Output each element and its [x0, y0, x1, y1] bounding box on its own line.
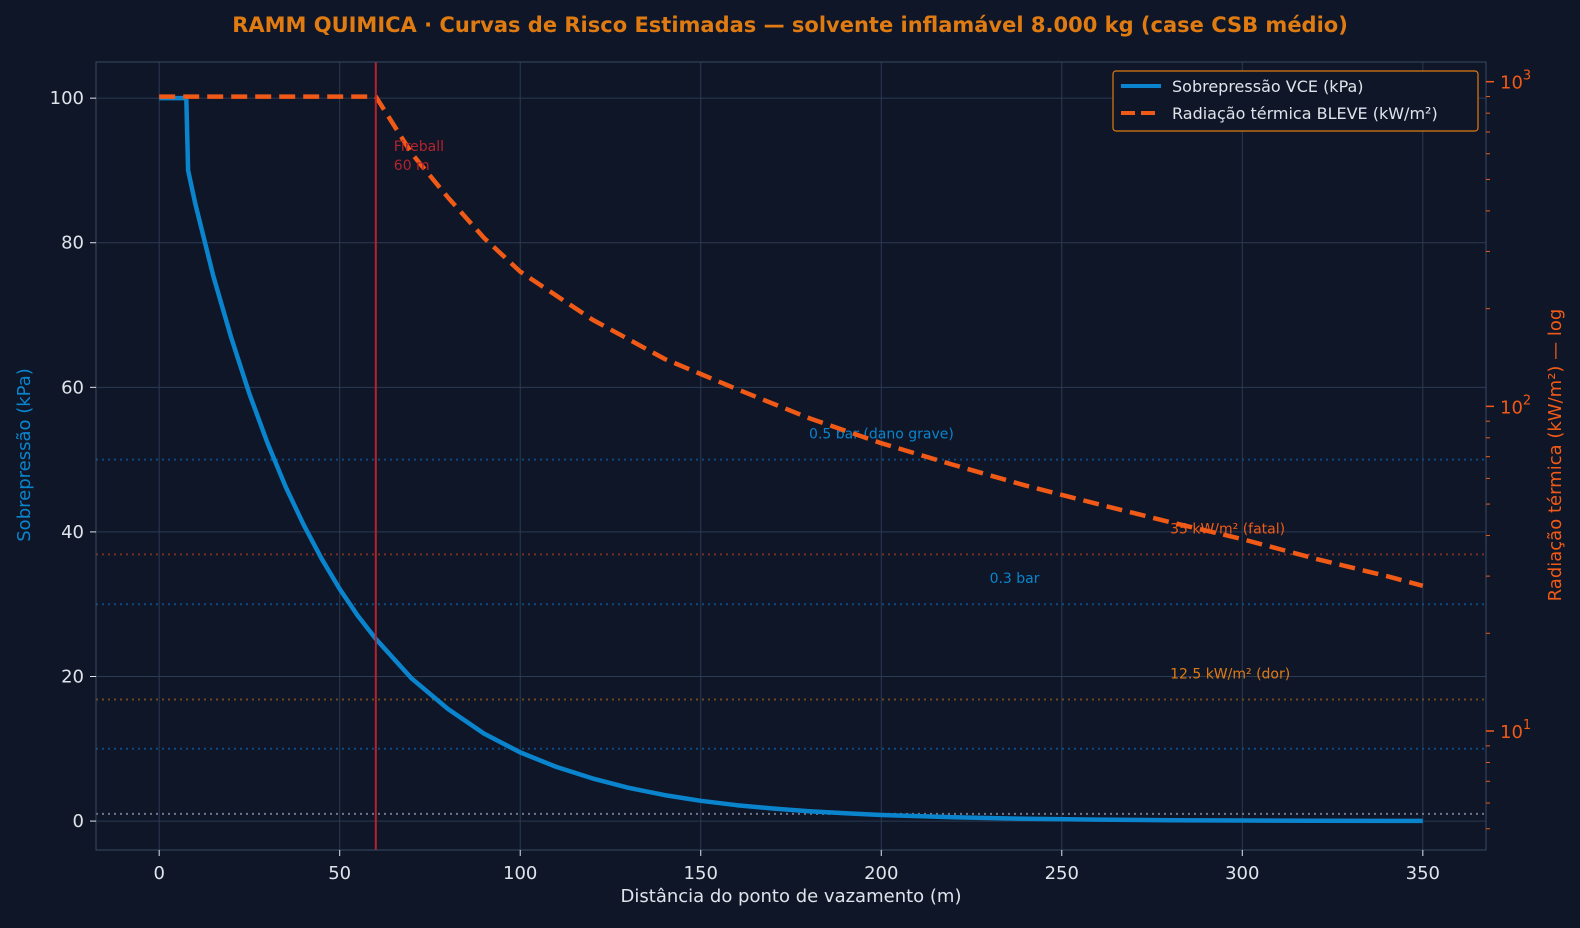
data-series [159, 94, 1424, 824]
x-tick-label: 0 [153, 863, 164, 884]
reference-line-label: 35 kW/m² (fatal) [1170, 521, 1285, 537]
left-y-tick-label: 80 [61, 233, 84, 254]
plot-area-frame [95, 61, 1487, 851]
legend: Sobrepressão VCE (kPa) Radiação térmica … [1112, 70, 1479, 132]
chart-title: RAMM QUIMICA · Curvas de Risco Estimadas… [232, 13, 1348, 37]
right-y-tick-label: 102 [1500, 393, 1531, 418]
reference-line-label: 0.3 bar [990, 571, 1040, 587]
left-y-tick-label: 20 [61, 666, 84, 687]
x-tick-label: 50 [328, 863, 351, 884]
x-tick-label: 300 [1225, 863, 1259, 884]
legend-label-bleve: Radiação térmica BLEVE (kW/m²) [1172, 104, 1438, 123]
right-y-tick-label: 101 [1500, 718, 1531, 743]
right-y-axis-ticks: 101 102 103 [1486, 69, 1531, 830]
x-tick-label: 200 [864, 863, 898, 884]
x-tick-label: 250 [1045, 863, 1079, 884]
legend-label-vce: Sobrepressão VCE (kPa) [1172, 77, 1364, 96]
reference-lines: 0.5 bar (dano grave) 0.3 bar 35 kW/m² (fat… [96, 427, 1486, 815]
left-y-tick-label: 40 [61, 522, 84, 543]
fireball-label: Fireball [394, 139, 444, 155]
right-y-axis-label: Radiação térmica (kW/m²) — log [1545, 309, 1566, 602]
left-y-axis-label: Sobrepressão (kPa) [14, 368, 35, 542]
series-line-vce-overpressure [159, 95, 1423, 824]
legend-box [1112, 70, 1479, 132]
left-y-tick-label: 100 [50, 88, 84, 109]
x-tick-label: 350 [1406, 863, 1440, 884]
fireball-label: 60 m [394, 158, 430, 174]
left-y-tick-label: 60 [61, 377, 84, 398]
x-axis-label: Distância do ponto de vazamento (m) [621, 886, 962, 907]
reference-line-label: 12.5 kW/m² (dor) [1170, 667, 1290, 683]
annotations: Fireball 60 m [374, 62, 444, 850]
x-tick-label: 150 [684, 863, 718, 884]
series-line-bleve-radiation [159, 94, 1424, 588]
left-y-tick-label: 0 [73, 811, 84, 832]
right-y-tick-label: 103 [1500, 69, 1531, 94]
reference-line-label: 0.5 bar (dano grave) [809, 427, 954, 443]
left-y-axis-ticks: 0 20 40 60 80 100 [50, 88, 96, 832]
x-tick-label: 100 [503, 863, 537, 884]
x-axis-ticks: 0 50 100 150 200 250 300 350 [153, 850, 1440, 884]
